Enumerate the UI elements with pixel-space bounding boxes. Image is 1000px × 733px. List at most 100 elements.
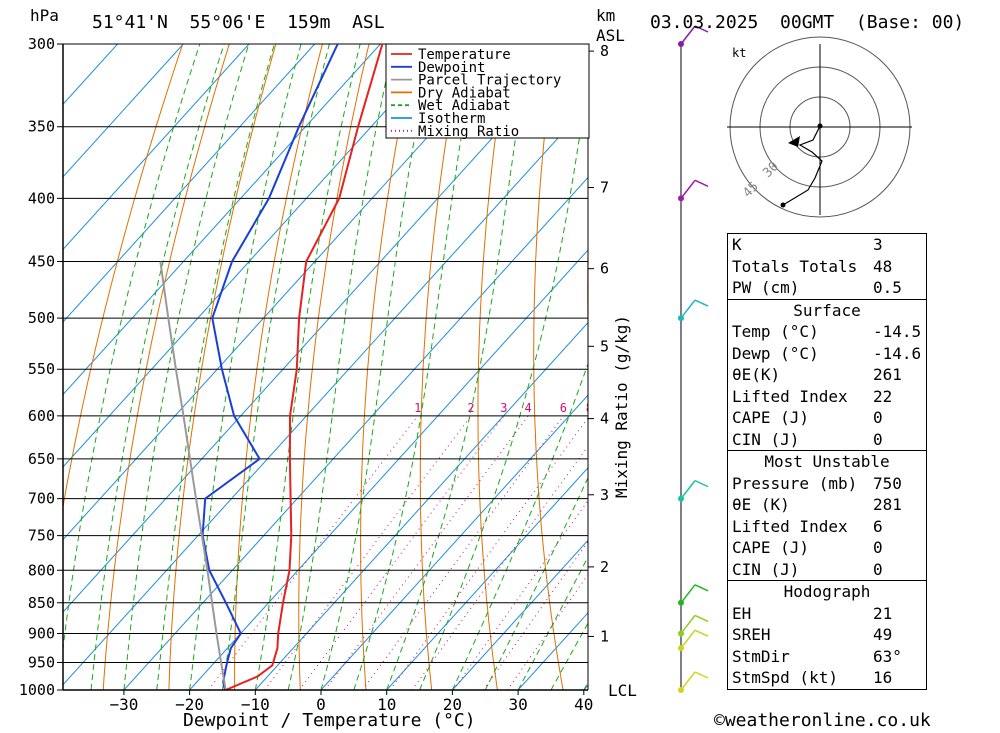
index-value: 3 xyxy=(873,235,883,254)
mixing-ratio-line xyxy=(506,573,588,690)
isotherm-line xyxy=(63,44,316,323)
legend-label: Parcel Trajectory xyxy=(418,73,561,89)
legend-label: Dry Adiabat xyxy=(418,85,511,101)
index-value: 63° xyxy=(873,646,902,666)
wind-barb-flag xyxy=(694,614,709,623)
index-row: Pressure (mb) 750 xyxy=(728,473,926,495)
index-value: 48 xyxy=(873,256,893,276)
index-row: CAPE (J) 0 xyxy=(728,407,926,429)
index-value: 22 xyxy=(873,386,893,406)
index-value: 0 xyxy=(873,559,883,579)
mixing-ratio-label: 8 xyxy=(586,401,593,415)
index-key: Totals Totals xyxy=(732,256,858,276)
pressure-tick-label: 750 xyxy=(28,527,55,545)
index-row: StmSpd (kt) 16 xyxy=(728,667,926,689)
index-value: -14.5 xyxy=(873,322,922,341)
index-key: Dewp (°C) xyxy=(732,343,819,363)
wet-adiabat-line xyxy=(90,44,225,690)
mixing-ratio-label: 3 xyxy=(500,401,507,415)
pressure-tick-label: 950 xyxy=(28,653,55,671)
mixing-ratio-line xyxy=(264,415,472,690)
wind-barb-staff xyxy=(680,629,696,649)
dry-adiabat-line xyxy=(640,44,694,690)
mixing-ratio-label: 4 xyxy=(524,401,531,415)
wind-barb-staff xyxy=(680,615,696,634)
wind-barb-staff xyxy=(680,299,696,319)
wind-barb-flag xyxy=(694,179,709,188)
copyright-link[interactable]: ©weatheronline.co.uk xyxy=(714,710,931,731)
legend-label: Wet Adiabat xyxy=(418,98,511,114)
mixing-ratio-line xyxy=(411,445,588,690)
index-key: StmSpd (kt) xyxy=(732,668,838,687)
dry-adiabat-line xyxy=(928,44,1000,690)
index-key: StmDir xyxy=(732,646,790,666)
hodograph-ring-label: 45 xyxy=(740,179,762,201)
isotherm-line xyxy=(63,44,381,396)
legend-box xyxy=(385,43,590,139)
pressure-tick-label: 600 xyxy=(28,407,55,425)
height-unit-asl: ASL xyxy=(596,26,625,45)
index-row: EH 21 xyxy=(728,603,926,625)
index-key: PW (cm) xyxy=(732,278,800,297)
pressure-tick-label: 900 xyxy=(28,624,55,642)
pressure-tick-label: 850 xyxy=(28,594,55,612)
storm-motion-marker xyxy=(788,136,800,147)
mixing-ratio-line xyxy=(324,415,529,690)
index-value: 261 xyxy=(873,365,902,384)
wind-barb-flag xyxy=(694,584,709,592)
isotherm-line xyxy=(123,176,588,690)
mixing-ratio-line xyxy=(389,416,588,690)
isotherm-line xyxy=(254,321,588,690)
x-tick-label: −20 xyxy=(175,695,204,714)
wind-barb-flag xyxy=(694,671,709,679)
axes: −30 −20 −10 0 10 20 30 40 1 2 3 4 5 6 7 8 xyxy=(62,42,609,714)
index-key: K xyxy=(732,235,742,254)
wet-adiabat-line xyxy=(63,44,201,653)
height-tick-label: 6 xyxy=(600,260,609,278)
index-value: 281 xyxy=(873,495,902,514)
index-key: θE(K) xyxy=(732,365,781,384)
pressure-unit-label: hPa xyxy=(30,6,59,25)
isotherm-line xyxy=(63,44,118,106)
height-tick-label: 2 xyxy=(600,558,609,576)
index-row: θE (K) 281 xyxy=(728,494,926,516)
index-key: CAPE (J) xyxy=(732,408,810,427)
mixing-ratio-label: 2 xyxy=(467,401,474,415)
isotherm-line xyxy=(63,44,447,468)
pressure-tick-label: 550 xyxy=(28,360,55,378)
index-key: Pressure (mb) xyxy=(732,473,858,493)
isotherm-line xyxy=(452,539,588,690)
index-key: CIN (J) xyxy=(732,429,800,449)
dry-adiabat-line xyxy=(975,44,1000,690)
dry-adiabat-line xyxy=(234,44,323,690)
wet-adiabat-line xyxy=(451,362,588,690)
isotherm-line xyxy=(63,44,184,178)
dewpoint-line xyxy=(201,44,339,690)
index-value: 6 xyxy=(873,516,883,536)
most-unstable-section-title: Most Unstable xyxy=(728,450,926,473)
wind-barbs xyxy=(678,25,709,693)
index-row: Temp (°C) -14.5 xyxy=(728,321,926,343)
index-row: SREH 49 xyxy=(728,624,926,646)
index-key: Temp (°C) xyxy=(732,322,819,341)
wet-adiabat-line xyxy=(353,44,478,690)
index-row: Lifted Index 22 xyxy=(728,386,926,408)
mixing-ratio-line xyxy=(362,415,564,690)
wind-barb-staff xyxy=(680,179,696,199)
wind-barb-flag xyxy=(694,479,709,488)
index-row: StmDir 63° xyxy=(728,646,926,668)
isotherm-line xyxy=(63,104,588,686)
index-value: 0 xyxy=(873,538,883,557)
isotherm-line xyxy=(63,44,513,541)
index-value: 49 xyxy=(873,625,893,644)
x-tick-label: −30 xyxy=(109,695,138,714)
index-value: 750 xyxy=(873,473,902,493)
datetime-label: 03.03.2025 00GMT (Base: 00) xyxy=(650,12,965,33)
x-tick-label: 40 xyxy=(574,695,593,714)
x-tick-label: 10 xyxy=(377,695,396,714)
index-row: CAPE (J) 0 xyxy=(728,537,926,559)
wind-barb-flag xyxy=(694,629,709,637)
